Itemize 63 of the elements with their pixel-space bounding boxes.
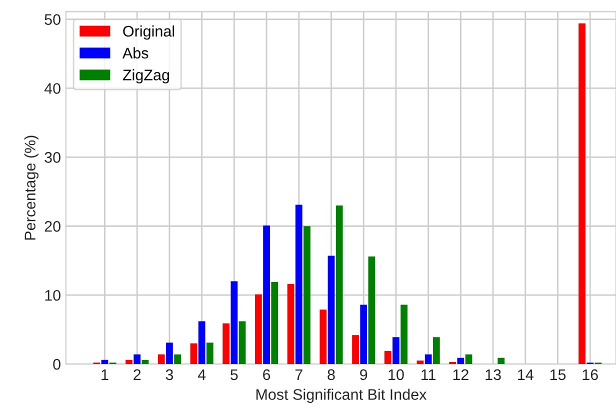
bar — [328, 256, 335, 364]
bar — [424, 354, 432, 364]
bar — [263, 225, 270, 364]
x-axis-title: Most Significant Bit Index — [256, 388, 427, 403]
legend-label: Original — [123, 25, 174, 40]
bar — [174, 354, 181, 364]
bar — [206, 342, 214, 364]
bar — [449, 362, 456, 364]
bar — [295, 204, 302, 364]
bar — [255, 294, 262, 364]
y-tick-label: 40 — [44, 83, 60, 94]
x-tick-label: 3 — [166, 369, 174, 380]
bar — [384, 350, 392, 364]
bar — [432, 337, 440, 364]
legend-label: Abs — [122, 47, 148, 59]
bar — [126, 360, 132, 364]
bar — [368, 256, 376, 364]
y-axis-title: Percentage (%) — [24, 136, 39, 240]
bar — [271, 282, 278, 364]
x-tick-label: 10 — [388, 369, 404, 380]
bar — [304, 226, 310, 364]
x-tick-label: 7 — [295, 369, 302, 380]
bar — [392, 337, 400, 364]
bar — [190, 343, 198, 364]
bar — [465, 354, 472, 364]
y-tick-label: 20 — [44, 220, 60, 232]
legend-label: ZigZag — [122, 69, 170, 84]
x-tick-label: 5 — [230, 369, 238, 380]
bar — [352, 335, 359, 364]
x-tick-label: 13 — [486, 369, 501, 380]
y-tick-label: 50 — [44, 14, 60, 25]
bar — [101, 360, 108, 364]
x-tick-label: 2 — [134, 369, 141, 380]
x-tick-label: 12 — [453, 369, 468, 380]
bar — [198, 321, 206, 364]
x-tick-label: 16 — [582, 369, 598, 380]
bar — [230, 281, 238, 364]
x-tick-label: 11 — [422, 369, 436, 380]
bar — [400, 304, 408, 364]
y-tick-label: 0 — [53, 358, 60, 370]
x-tick-label: 15 — [550, 369, 566, 380]
x-tick-label: 8 — [328, 369, 335, 380]
x-tick-label: 14 — [518, 369, 534, 380]
bar — [287, 284, 294, 364]
bar — [320, 310, 327, 364]
bar — [166, 342, 173, 364]
x-tick-label: 9 — [360, 369, 368, 380]
bar — [578, 23, 586, 364]
bar — [158, 354, 165, 364]
bar — [134, 354, 141, 364]
x-tick-label: 1 — [102, 369, 108, 380]
bar — [222, 323, 230, 364]
x-tick-label: 4 — [198, 369, 206, 380]
bar — [142, 360, 149, 364]
bar — [457, 358, 464, 364]
y-tick-label: 30 — [44, 152, 60, 163]
y-tick-label: 10 — [45, 290, 60, 301]
bar — [416, 360, 424, 364]
bar — [336, 205, 343, 364]
bar — [238, 321, 246, 364]
bar — [360, 304, 368, 364]
x-tick-label: 6 — [263, 369, 270, 380]
bar — [498, 358, 505, 364]
